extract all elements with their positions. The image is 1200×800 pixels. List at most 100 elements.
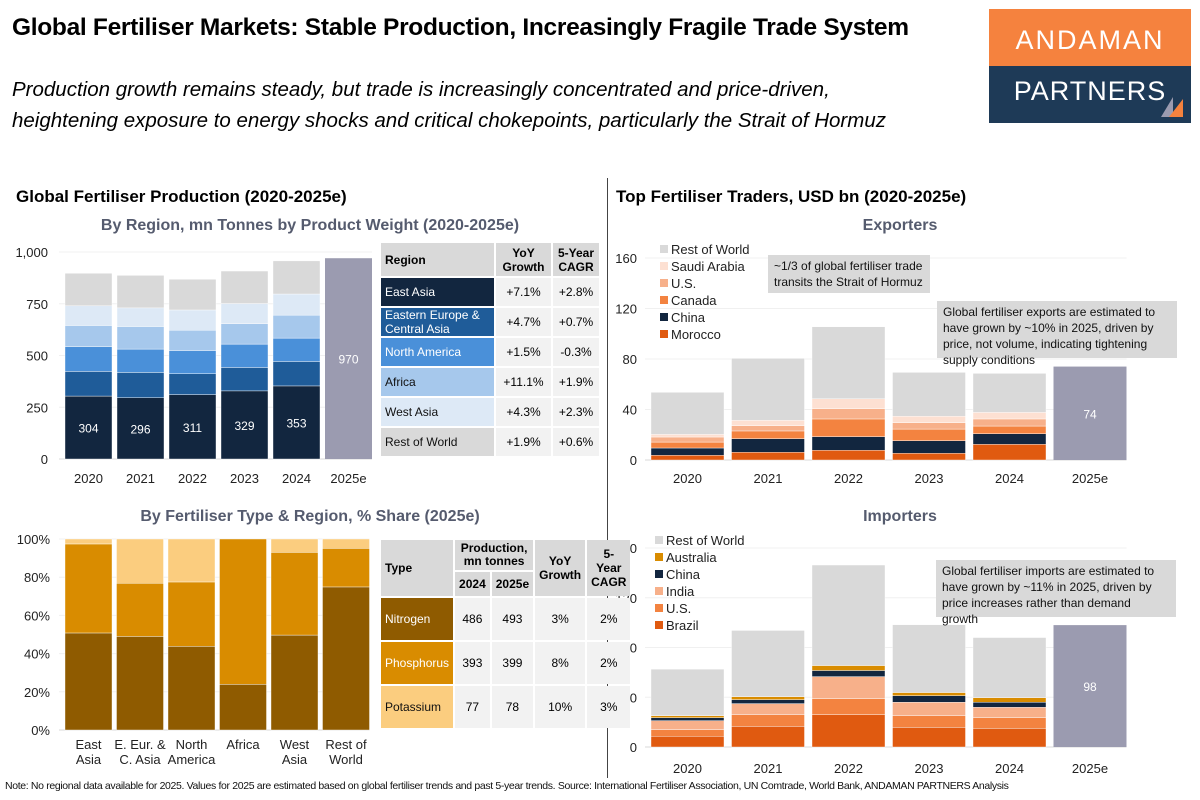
legend-label: India: [666, 584, 695, 599]
x-tick-label: North: [176, 737, 208, 752]
region-row: Africa +11.1% +1.9%: [381, 368, 599, 396]
bar-segment-rest-of-world: [272, 260, 321, 295]
region-name: North America: [381, 338, 494, 366]
data-label: 74: [1083, 407, 1097, 421]
importers-title: Importers: [863, 508, 937, 525]
y-tick-label: 40: [623, 403, 637, 418]
five-year-cagr: 3%: [587, 686, 631, 728]
legend-swatch: [660, 245, 668, 253]
bar-segment-india: [811, 676, 886, 699]
x-tick-label: 2025e: [1072, 761, 1108, 776]
header-cagr: 5-Year CAGR: [553, 243, 599, 276]
bar-segment-rest-of-world: [811, 564, 886, 666]
data-label: 98: [1083, 680, 1097, 694]
share-by-type-title: By Fertiliser Type & Region, % Share (20…: [140, 508, 480, 525]
bar-segment-u-s-: [892, 715, 966, 728]
data-label: 970: [338, 353, 358, 367]
bar-segment-australia: [892, 692, 966, 696]
header-2025e: 2025e: [491, 572, 534, 596]
bar-segment-u-s-: [811, 408, 886, 420]
legend-label: Morocco: [671, 327, 721, 342]
bar-segment-nitrogen: [167, 646, 216, 731]
bar-segment-canada: [731, 430, 805, 439]
x-tick-label: Africa: [226, 737, 260, 752]
x-tick-label: C. Asia: [119, 752, 161, 767]
five-year-cagr: -0.3%: [553, 338, 599, 366]
yoy-growth: +4.3%: [496, 398, 551, 426]
bar-segment-rest-of-world: [116, 275, 165, 309]
y-tick-label: 0: [630, 740, 637, 755]
region-row: Eastern Europe & Central Asia +4.7% +0.7%: [381, 308, 599, 336]
exporters-title: Exporters: [862, 217, 938, 234]
bar-segment-east-asia: [168, 394, 217, 460]
bar-segment-canada: [650, 441, 725, 449]
y-tick-label: 40%: [24, 647, 50, 662]
bar-segment-rest-of-world: [731, 358, 805, 421]
bar-segment-china: [650, 717, 725, 721]
region-name: West Asia: [381, 398, 494, 426]
bar-segment-rest-of-world: [731, 630, 805, 697]
bar-segment-north-america: [272, 337, 321, 362]
y-tick-label: 1,000: [15, 245, 48, 260]
bar-segment-africa: [168, 330, 217, 351]
bar-segment-u-s-: [892, 422, 966, 430]
bar-segment-canada: [892, 428, 966, 441]
hormuz-annotation: ~1/3 of global fertiliser trade transits…: [768, 255, 930, 293]
production-2025e: 493: [491, 598, 534, 640]
bar-segment-saudi-arabia: [650, 434, 725, 438]
subtitle-line-2: heightening exposure to energy shocks an…: [12, 109, 886, 132]
region-name: Eastern Europe & Central Asia: [381, 308, 494, 336]
bar-segment-phosphorus: [167, 581, 216, 647]
five-year-cagr: +0.7%: [553, 308, 599, 336]
bar-segment-saudi-arabia: [811, 398, 886, 409]
bar-segment-africa: [272, 314, 321, 339]
five-year-cagr: +2.8%: [553, 278, 599, 306]
bar-segment-china: [972, 433, 1047, 445]
y-tick-label: 60%: [24, 608, 50, 623]
y-tick-label: 500: [26, 349, 48, 364]
bar-segment-india: [731, 703, 805, 715]
y-tick-label: 250: [26, 400, 48, 415]
region-name: East Asia: [381, 278, 494, 306]
x-tick-label: East: [75, 737, 101, 752]
x-tick-label: West: [280, 737, 310, 752]
legend-swatch: [660, 279, 668, 287]
header-2024: 2024: [455, 572, 490, 596]
bar-segment-rest-of-world: [892, 372, 966, 417]
x-tick-label: 2024: [282, 471, 311, 486]
bar-segment-rest-of-world: [972, 373, 1047, 413]
bar-segment-morocco: [811, 450, 886, 461]
bar-segment-north-america: [220, 343, 269, 368]
legend-swatch: [655, 570, 663, 578]
bar-segment-africa: [116, 326, 165, 350]
bar-segment-east-asia: [272, 385, 321, 460]
bar-segment-u-s-: [972, 418, 1047, 427]
x-tick-label: 2020: [74, 471, 103, 486]
bar-segment-u-s-: [731, 714, 805, 727]
legend-swatch: [655, 621, 663, 629]
andaman-partners-logo: ANDAMAN PARTNERS: [989, 9, 1191, 123]
region-row: East Asia +7.1% +2.8%: [381, 278, 599, 306]
bar-estimate: [1053, 366, 1127, 460]
y-tick-label: 750: [26, 297, 48, 312]
bar-segment-u-s-: [811, 698, 886, 715]
yoy-growth: 3%: [535, 598, 586, 640]
data-label: 296: [130, 422, 150, 436]
bar-segment-u-s-: [972, 717, 1047, 729]
x-tick-label: Asia: [76, 752, 102, 767]
header-yoy: YoY Growth: [535, 540, 586, 596]
x-tick-label: 2024: [995, 471, 1024, 486]
bar-segment-nitrogen: [322, 586, 370, 731]
bar-segment-u-s-: [650, 729, 725, 737]
bar-segment-west-asia: [116, 307, 165, 327]
legend-label: U.S.: [671, 276, 696, 291]
y-tick-label: 80%: [24, 570, 50, 585]
section-divider: [607, 178, 608, 778]
type-production-table: Type Production, mn tonnes YoY Growth 5-Yea…: [379, 538, 632, 730]
bar-segment-potassium: [64, 538, 113, 545]
x-tick-label: E. Eur. &: [114, 737, 166, 752]
legend-swatch: [655, 536, 663, 544]
legend-swatch: [660, 296, 668, 304]
header-region: Region: [381, 243, 494, 276]
bar-segment-north-america: [64, 346, 113, 372]
